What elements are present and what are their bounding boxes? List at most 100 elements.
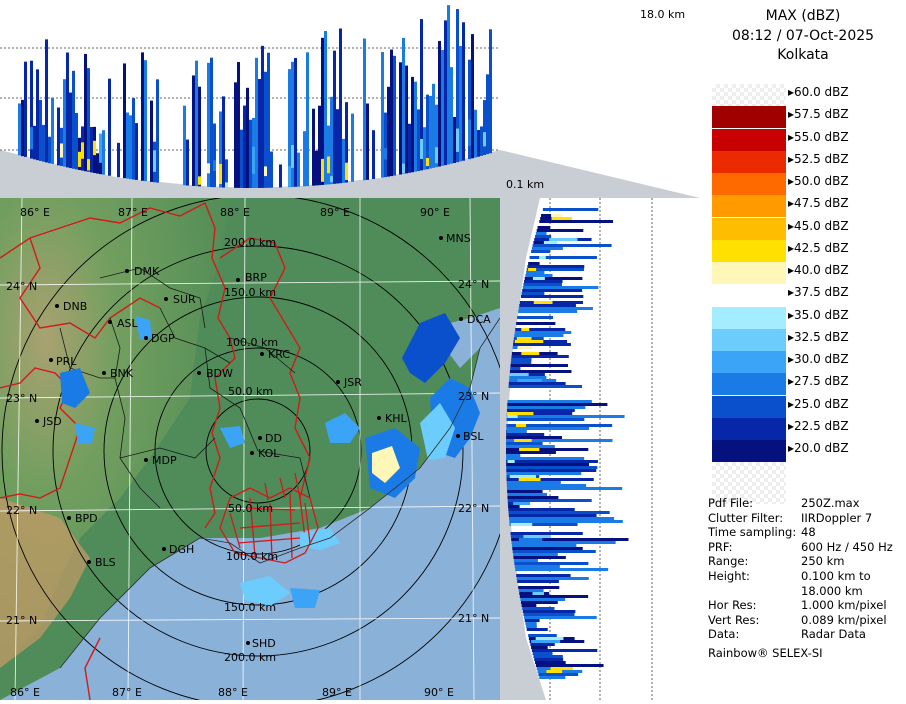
profile-bar — [509, 376, 547, 379]
profile-bar — [51, 97, 54, 164]
profile-bar-core — [456, 128, 459, 152]
profile-bar — [246, 87, 249, 188]
legend-label: ▸32.5 dBZ — [788, 329, 849, 344]
profile-bar-core — [324, 154, 327, 166]
profile-bar-core — [511, 487, 533, 490]
profile-bar — [511, 355, 569, 358]
profile-bar — [414, 81, 417, 172]
profile-bar — [510, 364, 568, 367]
profile-bar — [486, 74, 489, 155]
profile-bar — [225, 159, 228, 188]
profile-bar — [240, 129, 243, 188]
profile-bar — [528, 634, 557, 637]
profile-bar-core — [426, 157, 429, 167]
city-marker: BSL — [456, 430, 484, 443]
svg-text:SHD: SHD — [252, 637, 276, 650]
profile-bar — [537, 226, 551, 229]
profile-bar — [150, 100, 153, 182]
profile-bar — [530, 643, 555, 646]
profile-bar — [506, 427, 590, 430]
profile-bar — [506, 424, 613, 427]
profile-bar — [63, 79, 66, 167]
ring-label-50-south: 50.0 km — [228, 502, 273, 515]
profile-bar — [507, 406, 586, 409]
profile-bar-core — [93, 140, 96, 156]
profile-bar — [183, 105, 186, 186]
profile-bar — [258, 79, 261, 188]
profile-bar — [513, 559, 538, 562]
profile-bar — [506, 454, 521, 457]
legend-label: ▸22.5 dBZ — [788, 418, 849, 433]
profile-bar — [526, 625, 537, 628]
profile-bar — [291, 61, 294, 187]
city-marker: JSD — [35, 415, 62, 428]
profile-bar-core — [510, 523, 533, 526]
profile-bar — [219, 111, 222, 188]
profile-bar — [515, 328, 566, 331]
city-marker: ASL — [108, 317, 139, 330]
lat-label-left: 24° N — [6, 280, 37, 293]
profile-bar-core — [321, 158, 324, 182]
profile-bar — [477, 130, 480, 157]
profile-bar — [510, 532, 583, 535]
city-marker: KOL — [250, 447, 280, 460]
station-name: Kolkata — [777, 47, 829, 63]
profile-bar-core — [30, 127, 33, 150]
profile-bar — [535, 232, 547, 235]
svg-text:DNB: DNB — [63, 300, 87, 313]
ring-label-200-south: 200.0 km — [224, 651, 276, 664]
meta-value: 0.089 km/pixel — [801, 612, 887, 627]
profile-bar-core — [252, 146, 255, 174]
profile-bar — [511, 541, 616, 544]
profile-bar — [45, 39, 48, 163]
profile-bar — [429, 95, 432, 169]
profile-bar — [108, 78, 111, 176]
profile-bar-core — [532, 592, 544, 595]
profile-bar — [521, 292, 545, 295]
svg-text:BSL: BSL — [463, 430, 484, 443]
profile-bar — [390, 49, 393, 177]
profile-bar — [536, 229, 584, 232]
profile-bar — [24, 61, 27, 157]
profile-bar-core — [535, 637, 564, 640]
profile-bar-core — [549, 238, 578, 241]
profile-bar-core — [551, 217, 573, 220]
profile-bar-core — [514, 340, 544, 343]
profile-bar — [506, 409, 575, 412]
profile-bar-core — [532, 277, 545, 280]
legend-label: ▸30.0 dBZ — [788, 352, 849, 366]
ring-label-50: 50.0 km — [228, 385, 273, 398]
profile-bar-core — [546, 670, 563, 673]
profile-bar — [519, 595, 589, 598]
profile-bar-core — [423, 143, 426, 158]
profile-bar — [129, 115, 132, 180]
profile-bar — [255, 57, 258, 188]
profile-bar — [312, 108, 315, 186]
lon-label-bottom: 88° E — [218, 686, 248, 699]
profile-bar — [531, 649, 598, 652]
profile-bar — [506, 418, 585, 421]
profile-bar-core — [509, 475, 537, 478]
profile-bar — [539, 220, 614, 223]
profile-bar — [198, 86, 201, 187]
profile-bar-core — [521, 352, 540, 355]
profile-bar — [267, 52, 270, 188]
ring-label-100: 100.0 km — [226, 336, 278, 349]
profile-bar — [506, 463, 589, 466]
profile-bar — [420, 19, 423, 171]
profile-bar — [441, 50, 444, 166]
profile-bar — [318, 105, 321, 186]
legend-label: ▸52.5 dBZ — [788, 151, 849, 166]
profile-bar — [123, 63, 126, 179]
profile-bar — [506, 472, 582, 475]
profile-bar — [438, 40, 441, 167]
profile-bar — [506, 442, 543, 445]
profile-bar-core — [513, 481, 525, 484]
profile-bar-core — [543, 241, 558, 244]
lat-label-left: 21° N — [6, 614, 37, 627]
meta-key: Data: — [708, 627, 740, 642]
profile-bar — [506, 439, 613, 442]
profile-bar — [520, 598, 566, 601]
legend-label: ▸27.5 dBZ — [788, 374, 849, 389]
meta-key: Clutter Filter: — [708, 510, 784, 525]
